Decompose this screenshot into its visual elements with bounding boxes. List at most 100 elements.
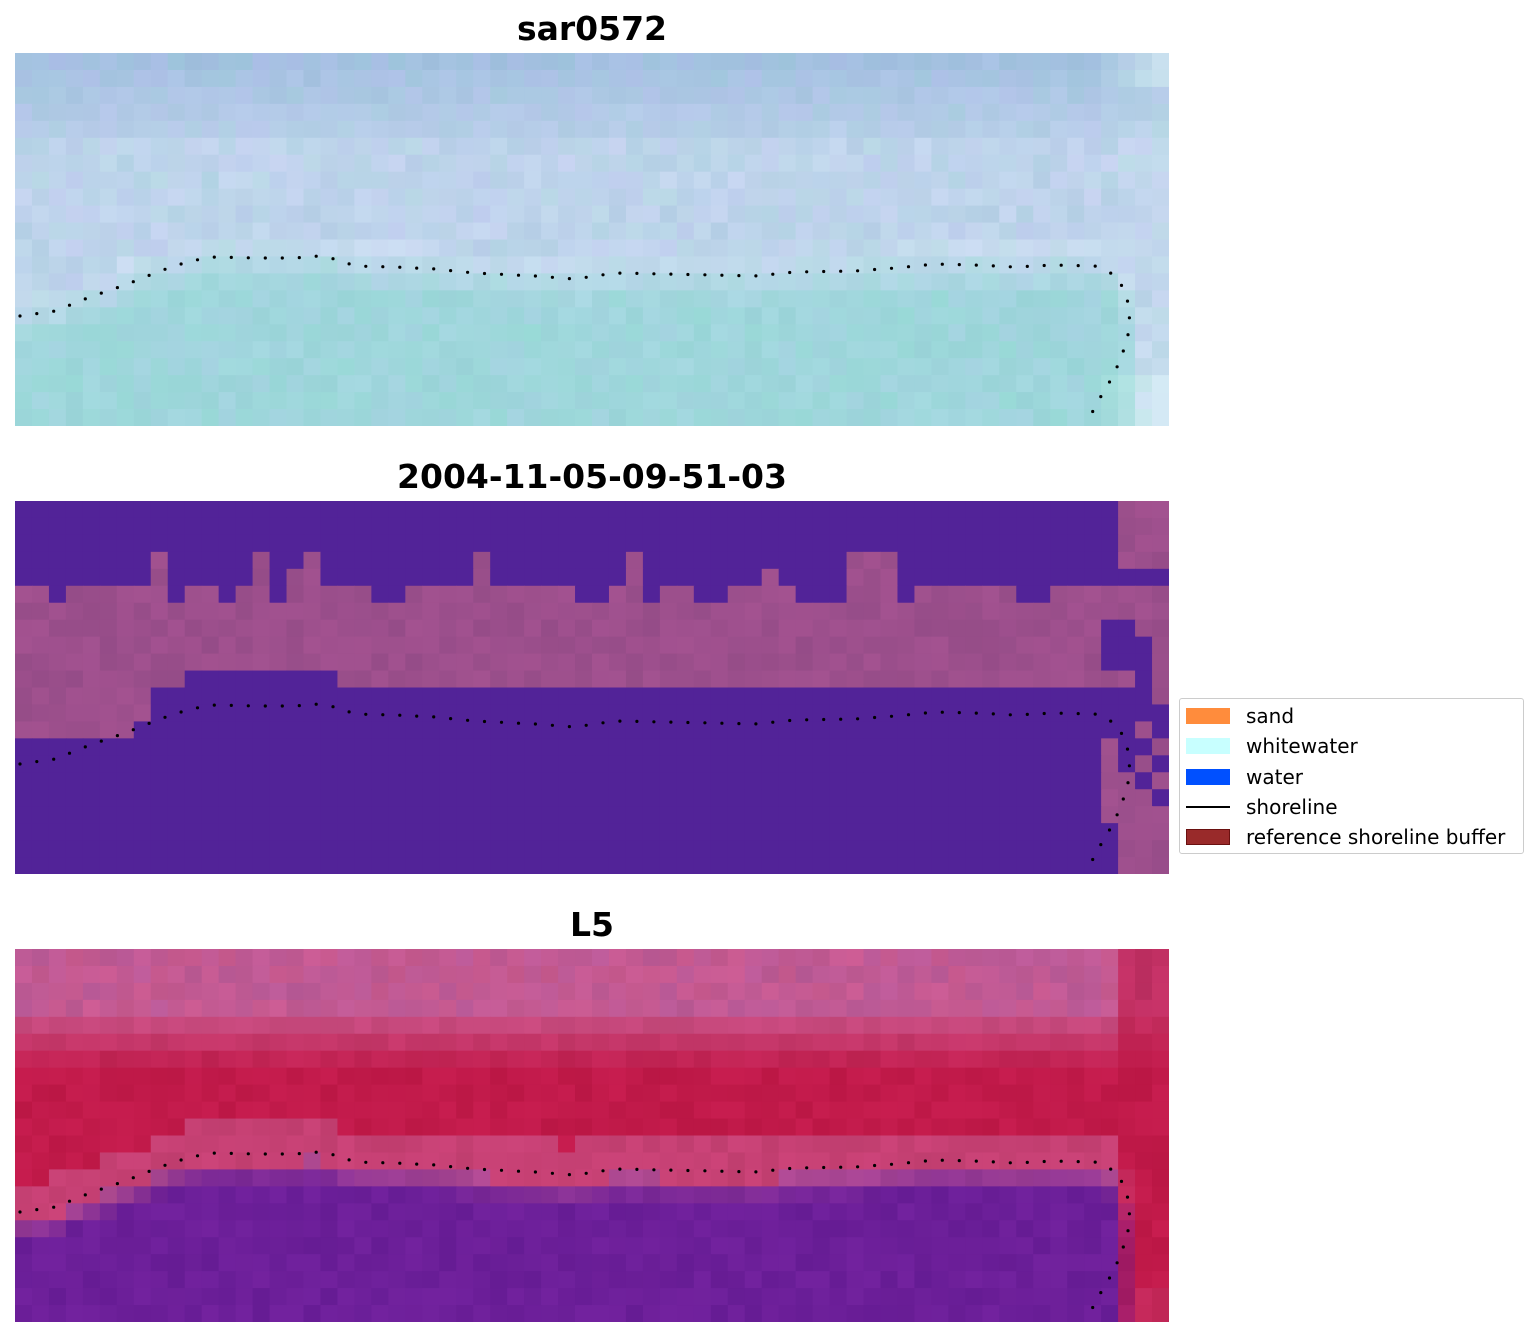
l5-pixel — [999, 1118, 1017, 1137]
l5-pixel — [218, 1016, 237, 1035]
sar-pixel — [1016, 103, 1034, 122]
l5-pixel — [931, 1152, 949, 1170]
sar-pixel — [999, 188, 1017, 207]
classification-pixel — [269, 602, 288, 621]
sar-pixel — [625, 358, 644, 376]
l5-pixel — [507, 1118, 525, 1137]
classification-pixel — [184, 653, 203, 672]
classification-pixel — [982, 636, 1000, 655]
l5-pixel — [150, 1254, 169, 1272]
classification-pixel — [507, 738, 525, 756]
l5-pixel — [235, 1254, 254, 1272]
classification-pixel — [439, 806, 457, 824]
l5-pixel — [439, 1305, 457, 1322]
l5-pixel — [184, 1084, 203, 1103]
l5-pixel — [150, 999, 169, 1018]
sar-pixel — [1101, 290, 1119, 308]
l5-pixel — [184, 999, 203, 1018]
l5-pixel — [558, 1237, 576, 1255]
classification-pixel — [1050, 653, 1068, 672]
l5-pixel — [795, 1033, 814, 1052]
shoreline-dot — [52, 309, 56, 313]
sar-pixel — [1033, 103, 1051, 122]
classification-pixel — [541, 704, 559, 722]
classification-pixel — [1135, 636, 1153, 655]
sar-pixel — [99, 86, 118, 105]
sar-pixel — [235, 256, 254, 274]
l5-pixel — [931, 1254, 949, 1272]
classification-pixel — [388, 501, 406, 519]
classification-pixel — [795, 517, 814, 536]
classification-pixel — [116, 585, 135, 604]
l5-pixel — [490, 1288, 508, 1306]
sar-pixel — [1152, 341, 1169, 359]
sar-pixel — [218, 188, 237, 207]
l5-pixel — [133, 949, 152, 967]
l5-pixel — [727, 1101, 746, 1120]
classification-pixel — [999, 619, 1017, 638]
classification-pixel — [48, 840, 67, 858]
classification-pixel — [642, 585, 661, 604]
shoreline-dot — [618, 271, 622, 275]
classification-pixel — [642, 517, 661, 536]
classification-pixel — [371, 806, 389, 824]
classification-pixel — [880, 789, 899, 807]
l5-pixel — [252, 982, 271, 1001]
sar-pixel — [303, 392, 322, 410]
shoreline-dot — [99, 739, 103, 743]
sar-pixel — [354, 69, 372, 88]
sar-pixel — [1050, 205, 1068, 224]
classification-pixel — [999, 755, 1017, 773]
sar-pixel — [880, 69, 899, 88]
sar-pixel — [642, 256, 661, 274]
sar-pixel — [133, 375, 152, 393]
classification-pixel — [999, 857, 1017, 874]
sar-pixel — [1016, 222, 1034, 241]
classification-pixel — [659, 585, 678, 604]
sar-pixel — [422, 375, 440, 393]
l5-pixel — [812, 982, 831, 1001]
shoreline-dot — [822, 717, 826, 722]
classification-pixel — [982, 738, 1000, 756]
shoreline-dot — [1091, 1305, 1095, 1310]
classification-pixel — [439, 653, 457, 672]
classification-pixel — [1033, 755, 1051, 773]
classification-pixel — [727, 602, 746, 621]
l5-pixel — [15, 1067, 33, 1086]
sar-pixel — [1033, 324, 1051, 342]
classification-pixel — [999, 687, 1017, 706]
classification-pixel — [15, 704, 33, 722]
l5-pixel — [456, 1050, 474, 1069]
l5-pixel — [863, 1186, 882, 1204]
sar-pixel — [269, 341, 288, 359]
l5-pixel — [320, 1016, 339, 1035]
classification-pixel — [558, 789, 576, 807]
sar-pixel — [1084, 375, 1102, 393]
sar-pixel — [116, 307, 135, 325]
sar-pixel — [1152, 86, 1169, 105]
sar-pixel — [914, 324, 933, 342]
sar-pixel — [880, 273, 899, 291]
l5-pixel — [405, 965, 423, 984]
sar-pixel — [184, 256, 203, 274]
sar-pixel — [778, 239, 797, 258]
legend-item-whitewater: whitewater — [1186, 734, 1521, 758]
classification-pixel — [676, 687, 695, 706]
classification-pixel — [608, 670, 627, 689]
classification-pixel — [150, 738, 169, 756]
classification-pixel — [778, 857, 797, 874]
sar-pixel — [439, 290, 457, 308]
classification-pixel — [575, 534, 593, 553]
sar-pixel — [184, 239, 203, 258]
sar-pixel — [676, 273, 695, 291]
sar-pixel — [507, 205, 525, 224]
sar-pixel — [761, 409, 780, 426]
l5-pixel — [82, 1254, 101, 1272]
sar-pixel — [659, 290, 678, 308]
classification-pixel — [252, 653, 271, 672]
classification-pixel — [931, 517, 949, 536]
classification-pixel — [235, 721, 254, 739]
sar-pixel — [218, 120, 237, 139]
shoreline-dot — [1115, 1261, 1119, 1265]
classification-pixel — [456, 823, 474, 841]
